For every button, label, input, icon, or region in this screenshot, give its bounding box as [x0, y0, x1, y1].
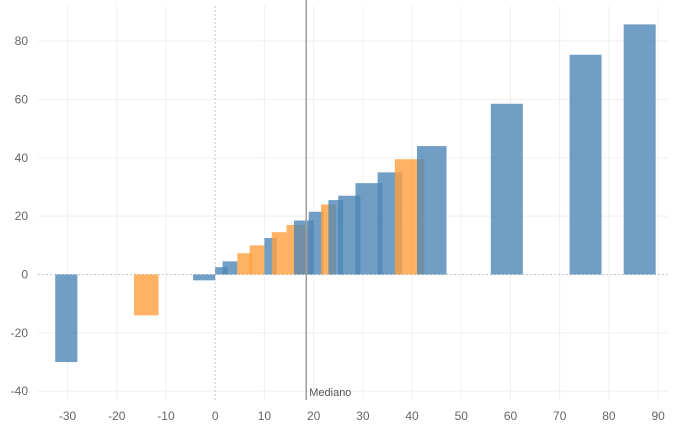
bar-blue	[338, 195, 361, 275]
x-tick-label: 0	[212, 409, 219, 423]
bar-blue	[55, 274, 78, 363]
bar-blue	[490, 103, 523, 275]
bar-blue	[623, 24, 656, 275]
bars	[55, 24, 656, 363]
x-tick-label: -30	[59, 409, 77, 423]
x-tick-label: 80	[602, 409, 616, 423]
bar-orange	[271, 232, 287, 275]
bar-blue	[222, 261, 238, 275]
x-tick-label: 30	[356, 409, 370, 423]
x-tick-label: 50	[455, 409, 469, 423]
x-tick-label: 70	[553, 409, 567, 423]
x-tick-label: -20	[108, 409, 126, 423]
y-tick-label: 20	[15, 209, 29, 223]
grid	[38, 6, 668, 400]
y-tick-label: -40	[11, 384, 29, 398]
median-reference: Mediano	[305, 0, 351, 400]
x-tick-label: 20	[307, 409, 321, 423]
x-axis-ticks: -30 -20 -10 0 10 20 30 40 50 60 70 80 90	[59, 409, 665, 423]
y-tick-label: -20	[11, 326, 29, 340]
y-tick-label: 40	[15, 151, 29, 165]
bar-blue	[193, 274, 216, 281]
bar-blue	[308, 211, 324, 275]
x-tick-label: -10	[157, 409, 175, 423]
x-tick-label: 60	[504, 409, 518, 423]
bar-blue	[215, 267, 228, 275]
x-tick-label: 10	[258, 409, 272, 423]
y-tick-label: 0	[21, 268, 28, 282]
y-axis-ticks: 80 60 40 20 0 -20 -40	[11, 34, 29, 398]
y-tick-label: 80	[15, 34, 29, 48]
bar-blue	[416, 146, 447, 275]
bar-orange	[249, 245, 265, 275]
median-label: Mediano	[309, 387, 351, 399]
x-tick-label: 40	[405, 409, 419, 423]
y-tick-label: 60	[15, 92, 29, 106]
x-tick-label: 90	[651, 409, 665, 423]
bar-orange	[133, 274, 159, 316]
bar-blue	[569, 54, 602, 275]
bar-orange	[237, 253, 253, 275]
